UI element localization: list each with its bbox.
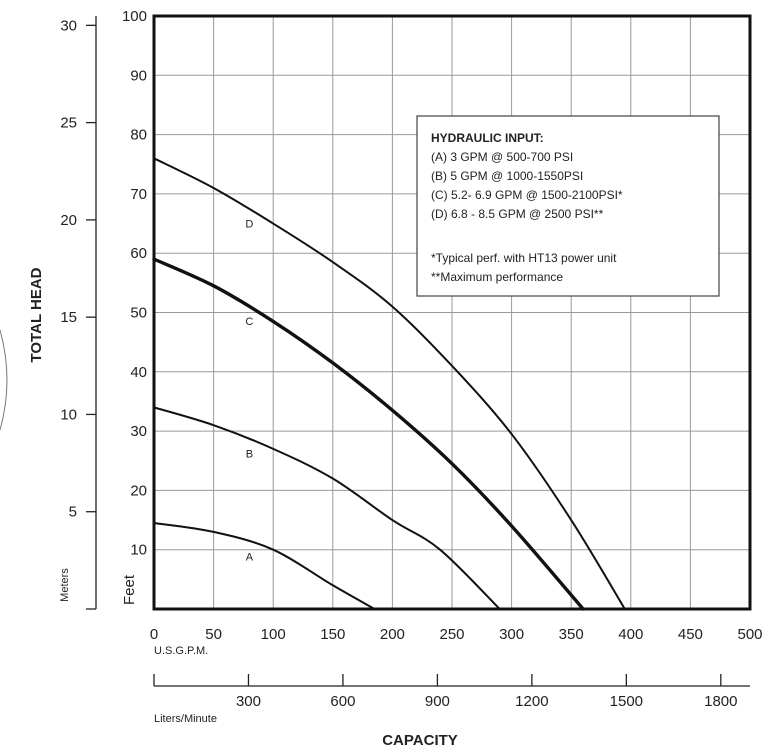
y-tick-label: 100 (122, 8, 147, 25)
x-tick-label: 300 (499, 626, 524, 643)
x-tick-label: 0 (150, 626, 158, 643)
meters-tick-label: 25 (60, 115, 77, 132)
curve-label-a: A (246, 552, 254, 564)
axes: 0 50 100 150 200 250 300 350 400 450 500 10 20 30 40 50… (60, 8, 762, 710)
lpm-tick-label: 1200 (515, 693, 548, 710)
x-tick-label: 100 (261, 626, 286, 643)
y-tick-label: 20 (130, 482, 147, 499)
legend-line-a: (A) 3 GPM @ 500-700 PSI (431, 150, 573, 164)
curve-label-b: B (246, 448, 253, 460)
lpm-tick-label: 1800 (704, 693, 737, 710)
x-axis-title: CAPACITY (382, 732, 458, 749)
y-unit-feet: Feet (121, 574, 138, 605)
x-unit-usgpm: U.S.G.P.M. (154, 645, 208, 657)
grid (154, 16, 750, 609)
y-tick-label: 60 (130, 245, 147, 262)
x-tick-label: 50 (205, 626, 222, 643)
y-tick-label: 70 (130, 186, 147, 203)
meters-tick-label: 15 (60, 309, 77, 326)
legend-box (416, 115, 720, 297)
y-tick-label: 80 (130, 127, 147, 144)
edge-decoration (0, 329, 8, 431)
lpm-tick-label: 300 (236, 693, 261, 710)
lpm-tick-label: 600 (330, 693, 355, 710)
legend-line-c: (C) 5.2- 6.9 GPM @ 1500-2100PSI* (431, 188, 623, 202)
x-tick-label: 350 (559, 626, 584, 643)
curve-label-d: D (245, 218, 253, 230)
y-unit-meters: Meters (59, 568, 71, 602)
lpm-tick-label: 1500 (610, 693, 643, 710)
plot-frame (152, 14, 752, 611)
curve-d (153, 157, 626, 610)
curve-b (153, 406, 501, 610)
x-tick-label: 400 (618, 626, 643, 643)
y-tick-label: 90 (130, 67, 147, 84)
legend-title: HYDRAULIC INPUT: (431, 131, 544, 145)
x-tick-label: 250 (439, 626, 464, 643)
y-tick-label: 40 (130, 364, 147, 381)
meters-tick-label: 30 (60, 17, 77, 34)
legend-line-b: (B) 5 GPM @ 1000-1550PSI (431, 169, 583, 183)
x-tick-label: 150 (320, 626, 345, 643)
lpm-tick-label: 900 (425, 693, 450, 710)
x-tick-label: 200 (380, 626, 405, 643)
meters-tick-label: 5 (69, 504, 77, 521)
legend-line-d: (D) 6.8 - 8.5 GPM @ 2500 PSI** (431, 207, 604, 221)
legend: HYDRAULIC INPUT: (A) 3 GPM @ 500-700 PSI… (416, 115, 720, 297)
y-axis-title: TOTAL HEAD (28, 267, 45, 362)
curve-c (152, 257, 585, 611)
curve-label-c: C (245, 316, 253, 328)
legend-note-typical: *Typical perf. with HT13 power unit (431, 251, 617, 265)
y-tick-label: 30 (130, 423, 147, 440)
x-unit-lpm: Liters/Minute (154, 713, 217, 725)
legend-note-max: **Maximum performance (431, 270, 563, 284)
curve-a (153, 522, 376, 610)
meters-tick-label: 20 (60, 212, 77, 229)
x-tick-label: 450 (678, 626, 703, 643)
x-tick-label: 500 (737, 626, 762, 643)
meters-tick-label: 10 (60, 406, 77, 423)
y-tick-label: 50 (130, 305, 147, 322)
curves (152, 157, 626, 611)
curve-labels: A B C D (245, 218, 253, 563)
y-tick-label: 10 (130, 542, 147, 559)
